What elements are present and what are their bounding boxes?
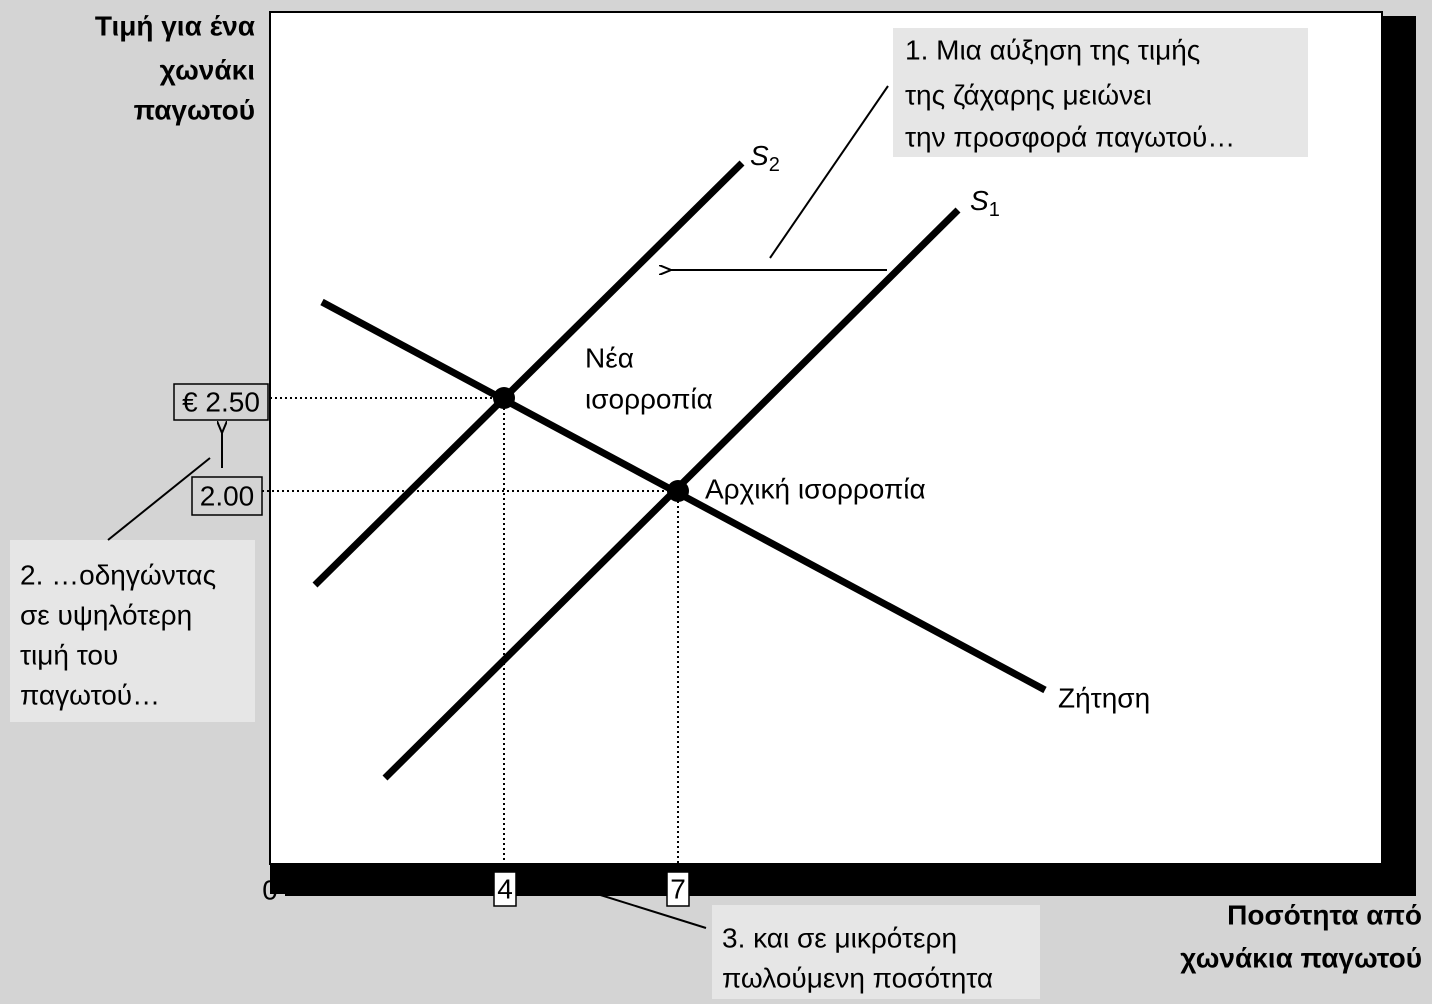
- y-axis-label: Τιμή για ένα: [95, 10, 255, 41]
- y-axis-label: παγωτού: [134, 94, 255, 125]
- callout-text: της ζάχαρης μειώνει: [905, 79, 1152, 110]
- new-equilibrium-label: Νέα: [585, 342, 634, 373]
- x-axis-label: χωνάκια παγωτού: [1180, 942, 1422, 973]
- callout-text: σε υψηλότερη: [20, 599, 192, 630]
- initial-equilibrium-point: [667, 480, 689, 502]
- callout-box: [893, 28, 1308, 157]
- new-equilibrium-point: [493, 387, 515, 409]
- supply-1-label: S1: [970, 185, 1000, 221]
- curve-letter: S: [970, 185, 989, 216]
- pointer-line: [769, 85, 889, 259]
- frame-shadow: [285, 864, 1416, 896]
- pointer-line: [593, 892, 707, 929]
- y-axis-label: χωνάκι: [160, 54, 255, 85]
- curve-subscript: 1: [989, 199, 1000, 221]
- new-equilibrium-label: ισορροπία: [585, 383, 713, 414]
- callout-text: 3. και σε μικρότερη: [722, 922, 957, 953]
- callout-text: 2. …οδηγώντας: [20, 559, 216, 590]
- supply-2-label: S2: [750, 140, 780, 176]
- axis-base: [270, 864, 286, 894]
- quantity-label: 7: [670, 873, 686, 904]
- x-axis-label: Ποσότητα από: [1227, 899, 1422, 930]
- price-box: [173, 383, 269, 421]
- initial-equilibrium-label: Αρχική ισορροπία: [705, 473, 926, 504]
- frame-shadow: [1380, 16, 1416, 896]
- callout-box: [712, 905, 1040, 999]
- callout-text: την προσφορά παγωτού…: [905, 121, 1235, 152]
- callout-text: 1. Μια αύξηση της τιμής: [905, 34, 1200, 65]
- price-label: € 2.50: [182, 386, 260, 417]
- curve-letter: S: [750, 140, 769, 171]
- demand-label: Ζήτηση: [1058, 682, 1150, 713]
- curve-subscript: 2: [769, 154, 780, 176]
- pointer-line: [107, 457, 211, 541]
- origin-label: 0: [262, 874, 278, 905]
- price-label: 2.00: [200, 480, 255, 511]
- callout-text: παγωτού…: [20, 679, 160, 710]
- quantity-box: [666, 871, 690, 907]
- price-box: [191, 476, 263, 516]
- callout-box: [10, 540, 255, 722]
- callout-text: πωλούμενη ποσότητα: [722, 962, 993, 993]
- supply-2-curve: [312, 160, 745, 588]
- quantity-box: [493, 871, 517, 907]
- callout-text: τιμή του: [20, 639, 118, 670]
- quantity-label: 4: [497, 873, 513, 904]
